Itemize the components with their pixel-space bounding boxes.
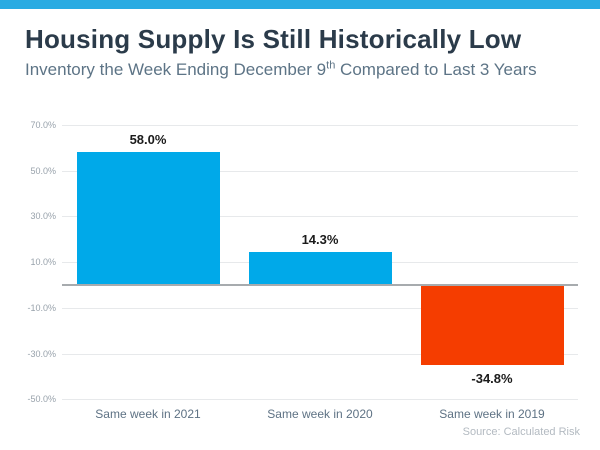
bar-value-label: 14.3% (301, 232, 339, 247)
bar-1 (77, 152, 220, 285)
y-tick-label: -10.0% (27, 303, 56, 313)
subtitle-text-prefix: Inventory the Week Ending December 9 (25, 60, 327, 79)
gridline-30 (62, 216, 578, 217)
y-tick-label: -50.0% (27, 394, 56, 404)
y-tick-label: -30.0% (27, 349, 56, 359)
y-tick-label: 30.0% (30, 211, 56, 221)
category-label: Same week in 2021 (95, 407, 201, 421)
gridline-50 (62, 171, 578, 172)
chart-subtitle: Inventory the Week Ending December 9th C… (25, 60, 537, 80)
gridline-70 (62, 125, 578, 126)
subtitle-text-suffix: Compared to Last 3 Years (335, 60, 537, 79)
bar-value-label: 58.0% (129, 132, 167, 147)
bar-3 (421, 285, 564, 365)
category-label: Same week in 2019 (439, 407, 545, 421)
bar-2 (249, 252, 392, 285)
chart-title: Housing Supply Is Still Historically Low (25, 24, 522, 54)
bar-value-label: -34.8% (471, 371, 513, 386)
subtitle-superscript: th (326, 59, 336, 72)
zero-axis-line (62, 284, 578, 286)
y-tick-label: 70.0% (30, 120, 56, 130)
gridline--30 (62, 354, 578, 355)
y-tick-label: 50.0% (30, 166, 56, 176)
gridline--50 (62, 399, 578, 400)
category-label: Same week in 2020 (267, 407, 373, 421)
source-attribution: Source: Calculated Risk (462, 426, 580, 438)
accent-top-bar (0, 0, 600, 9)
y-tick-label: 10.0% (30, 257, 56, 267)
gridline--10 (62, 308, 578, 309)
